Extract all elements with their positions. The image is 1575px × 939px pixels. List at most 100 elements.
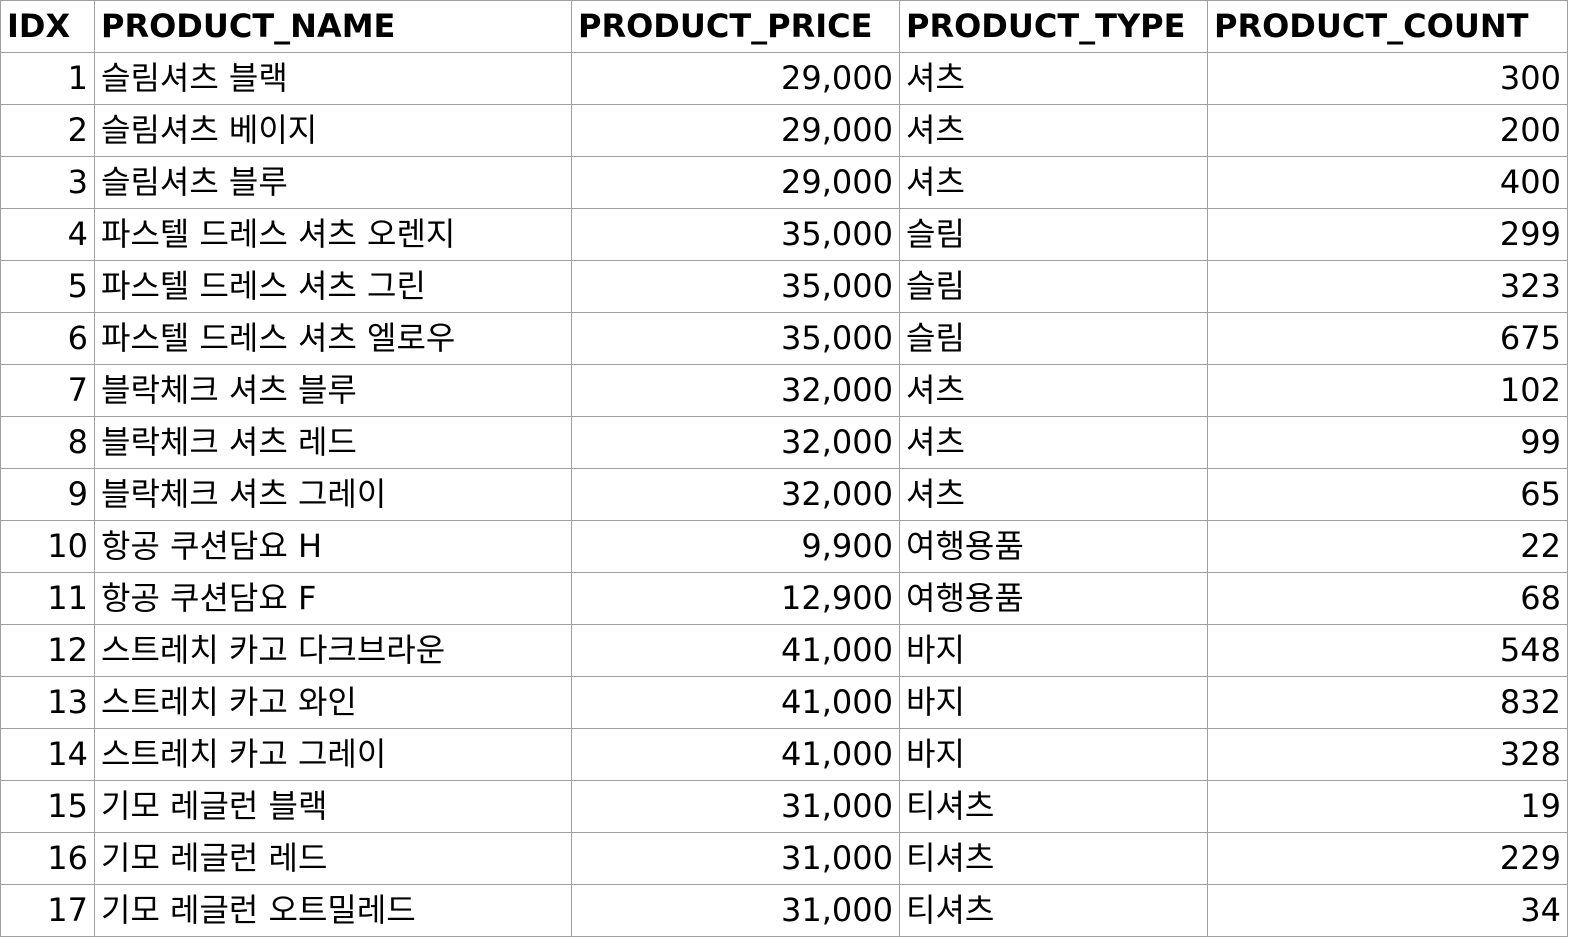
table-row[interactable]: 3 슬림셔츠 블루 29,000 셔츠 400	[0, 156, 1568, 209]
cell-idx[interactable]: 13	[0, 676, 95, 729]
cell-product-type[interactable]: 셔츠	[899, 364, 1208, 417]
table-row[interactable]: 5 파스텔 드레스 셔츠 그린 35,000 슬림 323	[0, 260, 1568, 313]
cell-product-count[interactable]: 328	[1207, 728, 1568, 781]
cell-product-price[interactable]: 29,000	[571, 52, 900, 105]
cell-product-name[interactable]: 스트레치 카고 다크브라운	[94, 624, 572, 677]
cell-idx[interactable]: 4	[0, 208, 95, 261]
table-row[interactable]: 2 슬림셔츠 베이지 29,000 셔츠 200	[0, 104, 1568, 157]
cell-product-type[interactable]: 바지	[899, 728, 1208, 781]
cell-product-type[interactable]: 셔츠	[899, 156, 1208, 209]
cell-product-price[interactable]: 32,000	[571, 468, 900, 521]
table-row[interactable]: 16 기모 레글런 레드 31,000 티셔츠 229	[0, 832, 1568, 885]
cell-product-count[interactable]: 99	[1207, 416, 1568, 469]
cell-product-price[interactable]: 31,000	[571, 884, 900, 937]
column-header-product-name[interactable]: PRODUCT_NAME	[94, 0, 572, 53]
cell-product-price[interactable]: 35,000	[571, 260, 900, 313]
table-row[interactable]: 11 항공 쿠션담요 F 12,900 여행용품 68	[0, 572, 1568, 625]
cell-product-price[interactable]: 31,000	[571, 780, 900, 833]
cell-product-count[interactable]: 832	[1207, 676, 1568, 729]
cell-product-count[interactable]: 675	[1207, 312, 1568, 365]
cell-idx[interactable]: 3	[0, 156, 95, 209]
cell-idx[interactable]: 11	[0, 572, 95, 625]
cell-product-type[interactable]: 셔츠	[899, 416, 1208, 469]
cell-idx[interactable]: 2	[0, 104, 95, 157]
cell-product-type[interactable]: 슬림	[899, 260, 1208, 313]
cell-idx[interactable]: 9	[0, 468, 95, 521]
cell-product-name[interactable]: 슬림셔츠 블루	[94, 156, 572, 209]
cell-product-type[interactable]: 슬림	[899, 208, 1208, 261]
cell-product-name[interactable]: 파스텔 드레스 셔츠 그린	[94, 260, 572, 313]
cell-product-type[interactable]: 셔츠	[899, 104, 1208, 157]
table-row[interactable]: 4 파스텔 드레스 셔츠 오렌지 35,000 슬림 299	[0, 208, 1568, 261]
cell-product-name[interactable]: 항공 쿠션담요 F	[94, 572, 572, 625]
table-row[interactable]: 12 스트레치 카고 다크브라운 41,000 바지 548	[0, 624, 1568, 677]
cell-idx[interactable]: 6	[0, 312, 95, 365]
cell-product-type[interactable]: 여행용품	[899, 572, 1208, 625]
cell-product-count[interactable]: 200	[1207, 104, 1568, 157]
cell-product-name[interactable]: 기모 레글런 오트밀레드	[94, 884, 572, 937]
cell-product-count[interactable]: 400	[1207, 156, 1568, 209]
cell-product-count[interactable]: 34	[1207, 884, 1568, 937]
cell-product-count[interactable]: 229	[1207, 832, 1568, 885]
cell-product-name[interactable]: 파스텔 드레스 셔츠 엘로우	[94, 312, 572, 365]
cell-product-price[interactable]: 29,000	[571, 156, 900, 209]
cell-product-count[interactable]: 68	[1207, 572, 1568, 625]
column-header-product-count[interactable]: PRODUCT_COUNT	[1207, 0, 1568, 53]
table-row[interactable]: 8 블락체크 셔츠 레드 32,000 셔츠 99	[0, 416, 1568, 469]
cell-idx[interactable]: 14	[0, 728, 95, 781]
cell-product-price[interactable]: 35,000	[571, 208, 900, 261]
column-header-idx[interactable]: IDX	[0, 0, 95, 53]
table-row[interactable]: 7 블락체크 셔츠 블루 32,000 셔츠 102	[0, 364, 1568, 417]
cell-product-count[interactable]: 65	[1207, 468, 1568, 521]
cell-product-type[interactable]: 슬림	[899, 312, 1208, 365]
cell-product-count[interactable]: 22	[1207, 520, 1568, 573]
table-row[interactable]: 9 블락체크 셔츠 그레이 32,000 셔츠 65	[0, 468, 1568, 521]
table-row[interactable]: 13 스트레치 카고 와인 41,000 바지 832	[0, 676, 1568, 729]
table-row[interactable]: 17 기모 레글런 오트밀레드 31,000 티셔츠 34	[0, 884, 1568, 937]
column-header-product-type[interactable]: PRODUCT_TYPE	[899, 0, 1208, 53]
table-row[interactable]: 6 파스텔 드레스 셔츠 엘로우 35,000 슬림 675	[0, 312, 1568, 365]
cell-product-type[interactable]: 티셔츠	[899, 780, 1208, 833]
cell-idx[interactable]: 5	[0, 260, 95, 313]
cell-product-price[interactable]: 41,000	[571, 676, 900, 729]
cell-product-price[interactable]: 32,000	[571, 416, 900, 469]
cell-product-count[interactable]: 548	[1207, 624, 1568, 677]
cell-idx[interactable]: 1	[0, 52, 95, 105]
cell-product-count[interactable]: 19	[1207, 780, 1568, 833]
cell-idx[interactable]: 7	[0, 364, 95, 417]
cell-product-name[interactable]: 슬림셔츠 블랙	[94, 52, 572, 105]
column-header-product-price[interactable]: PRODUCT_PRICE	[571, 0, 900, 53]
cell-product-type[interactable]: 셔츠	[899, 52, 1208, 105]
cell-product-name[interactable]: 스트레치 카고 그레이	[94, 728, 572, 781]
cell-product-count[interactable]: 323	[1207, 260, 1568, 313]
cell-product-type[interactable]: 바지	[899, 624, 1208, 677]
cell-product-type[interactable]: 티셔츠	[899, 832, 1208, 885]
cell-product-type[interactable]: 셔츠	[899, 468, 1208, 521]
cell-product-type[interactable]: 바지	[899, 676, 1208, 729]
cell-product-name[interactable]: 슬림셔츠 베이지	[94, 104, 572, 157]
cell-product-price[interactable]: 12,900	[571, 572, 900, 625]
table-row[interactable]: 15 기모 레글런 블랙 31,000 티셔츠 19	[0, 780, 1568, 833]
cell-product-name[interactable]: 항공 쿠션담요 H	[94, 520, 572, 573]
table-row[interactable]: 1 슬림셔츠 블랙 29,000 셔츠 300	[0, 52, 1568, 105]
cell-product-price[interactable]: 32,000	[571, 364, 900, 417]
cell-idx[interactable]: 17	[0, 884, 95, 937]
cell-idx[interactable]: 15	[0, 780, 95, 833]
table-row[interactable]: 14 스트레치 카고 그레이 41,000 바지 328	[0, 728, 1568, 781]
cell-product-name[interactable]: 블락체크 셔츠 그레이	[94, 468, 572, 521]
cell-product-name[interactable]: 블락체크 셔츠 블루	[94, 364, 572, 417]
cell-product-name[interactable]: 기모 레글런 블랙	[94, 780, 572, 833]
cell-product-price[interactable]: 9,900	[571, 520, 900, 573]
cell-product-price[interactable]: 31,000	[571, 832, 900, 885]
cell-product-name[interactable]: 스트레치 카고 와인	[94, 676, 572, 729]
cell-product-name[interactable]: 기모 레글런 레드	[94, 832, 572, 885]
cell-product-count[interactable]: 102	[1207, 364, 1568, 417]
cell-product-price[interactable]: 29,000	[571, 104, 900, 157]
cell-product-price[interactable]: 35,000	[571, 312, 900, 365]
cell-product-price[interactable]: 41,000	[571, 624, 900, 677]
cell-idx[interactable]: 16	[0, 832, 95, 885]
cell-idx[interactable]: 12	[0, 624, 95, 677]
cell-idx[interactable]: 10	[0, 520, 95, 573]
cell-product-name[interactable]: 파스텔 드레스 셔츠 오렌지	[94, 208, 572, 261]
cell-product-name[interactable]: 블락체크 셔츠 레드	[94, 416, 572, 469]
